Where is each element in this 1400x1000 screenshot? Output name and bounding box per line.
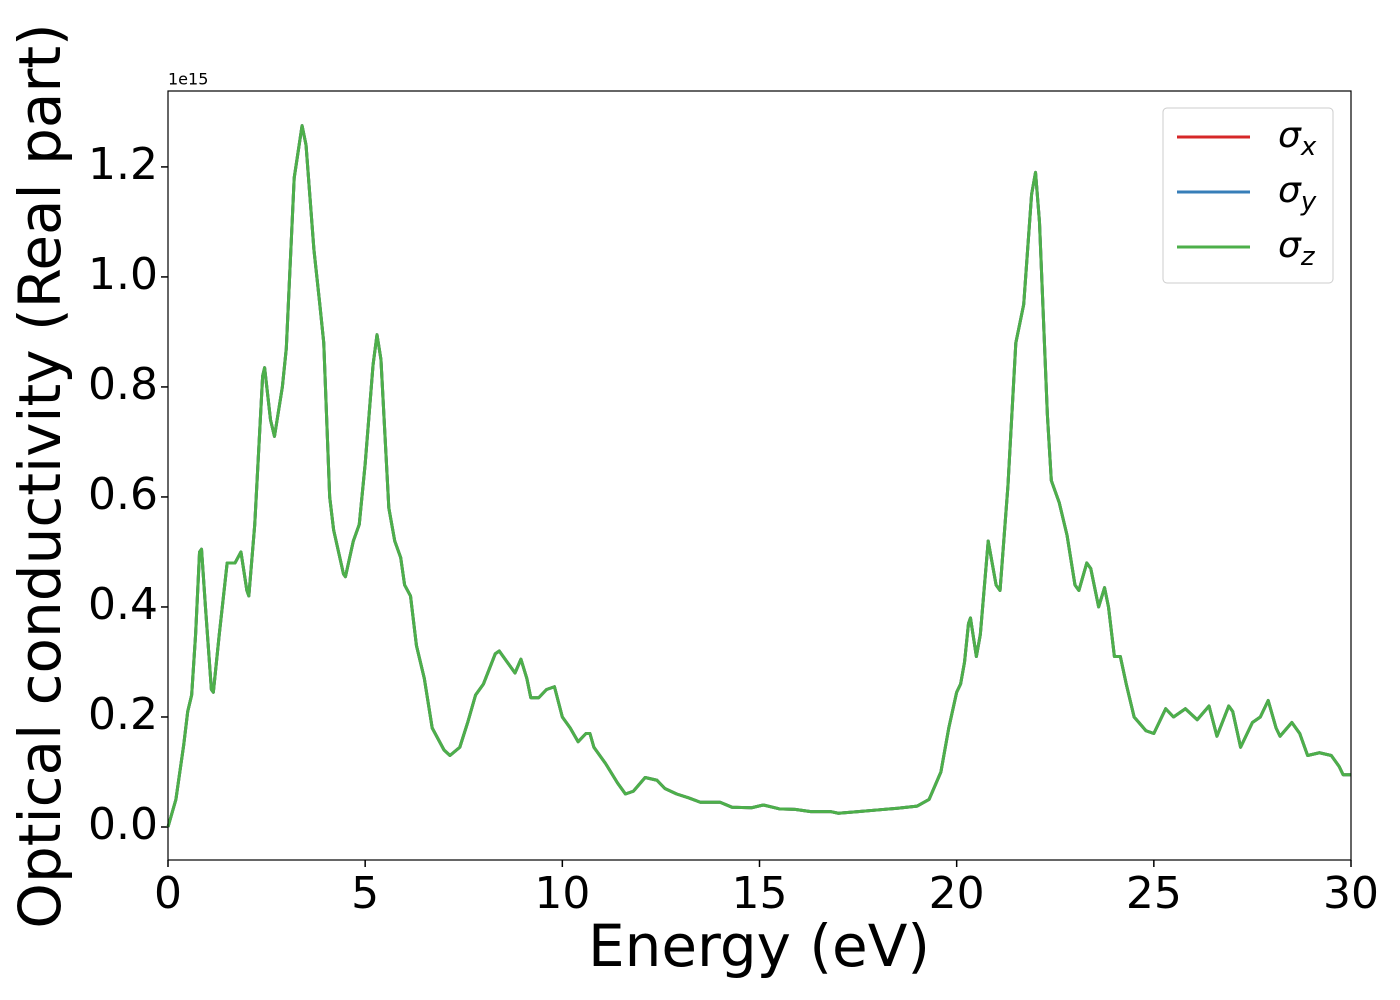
y-tick-label: 0.2 (88, 689, 158, 740)
x-axis-label: Energy (eV) (588, 912, 930, 980)
x-tick-label: 10 (534, 868, 590, 919)
y-tick-label: 0.6 (88, 469, 158, 520)
legend-box (1162, 107, 1334, 284)
y-tick-label: 1.2 (88, 139, 158, 190)
x-tick-label: 0 (154, 868, 182, 919)
y-tick-label: 0.8 (88, 359, 158, 410)
series-line (166, 124, 1351, 828)
y-tick-label: 0.0 (88, 799, 158, 850)
x-tick-label: 25 (1126, 868, 1182, 919)
x-tick-label: 30 (1323, 868, 1379, 919)
y-tick-label: 1.0 (88, 249, 158, 300)
y-axis-label: Optical conductivity (Real part) (6, 23, 74, 928)
x-tick-label: 20 (929, 868, 985, 919)
y-tick-label: 0.4 (88, 579, 158, 630)
x-tick-label: 5 (351, 868, 379, 919)
legend-label: σz (1278, 225, 1316, 272)
x-tick-label: 15 (732, 868, 788, 919)
plot-frame (167, 90, 1352, 861)
offset-label: 1e15 (168, 70, 208, 89)
